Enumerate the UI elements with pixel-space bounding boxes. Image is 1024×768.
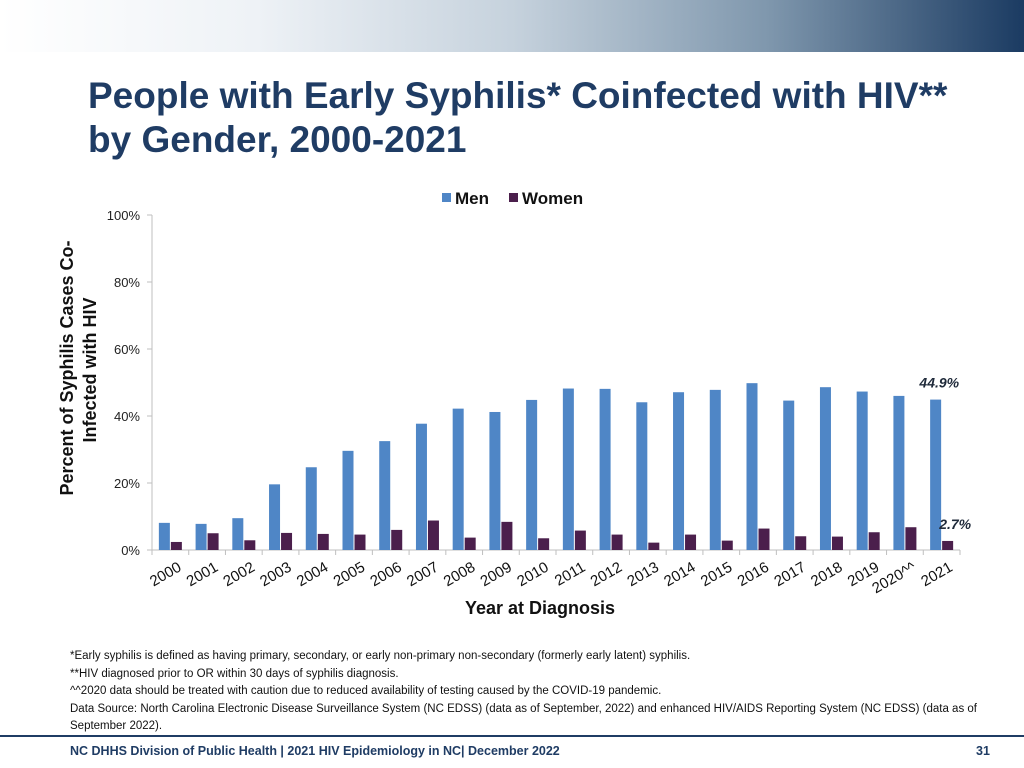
header-gradient-band: [0, 0, 1024, 52]
bar-women: [317, 533, 329, 550]
x-tick-label: 2012: [588, 559, 625, 590]
x-tick-label: 2016: [735, 559, 772, 590]
bar-men: [195, 523, 207, 550]
x-tick-label: 2003: [257, 559, 294, 590]
y-axis-title-line-1: Percent of Syphilis Cases Co-: [57, 240, 77, 495]
x-tick-label: 2008: [441, 559, 478, 590]
y-tick-label: 20%: [114, 476, 140, 491]
footer-divider: [0, 735, 1024, 737]
x-tick-label: 2001: [184, 559, 221, 590]
bar-women: [758, 528, 770, 550]
y-tick-label: 0%: [121, 543, 140, 558]
x-tick-label: 2005: [331, 559, 368, 590]
x-tick-label: 2014: [661, 559, 698, 590]
y-axis-title-line-2: Infected with HIV: [80, 297, 100, 442]
x-tick-label: 2015: [698, 559, 735, 590]
bar-women: [281, 532, 293, 550]
slide-title: People with Early Syphilis* Coinfected w…: [88, 75, 948, 160]
bar-men: [930, 399, 942, 550]
y-tick-label: 80%: [114, 275, 140, 290]
footnote-early-syphilis: *Early syphilis is defined as having pri…: [70, 650, 691, 662]
bar-women: [868, 532, 880, 550]
bar-men: [599, 388, 611, 550]
legend-label-women: Women: [522, 189, 583, 208]
x-tick-label: 2010: [514, 559, 551, 590]
bar-men: [819, 387, 831, 550]
x-tick-label: 2002: [220, 559, 257, 590]
bar-men: [893, 395, 905, 550]
bar-women: [795, 536, 807, 550]
bar-women: [170, 541, 182, 550]
bar-chart: 0%20%40%60%80%100%2000 2001 2002 2003 2004 20…: [57, 189, 972, 618]
legend-swatch-men: [442, 193, 451, 202]
bar-men: [489, 411, 501, 550]
footer-text: NC DHHS Division of Public Health | 2021…: [70, 744, 560, 758]
legend-label-men: Men: [455, 189, 489, 208]
x-tick-label: 2018: [808, 559, 845, 590]
x-tick-label: 2000: [147, 559, 184, 590]
bar-women: [464, 537, 476, 550]
page-number: 31: [976, 744, 990, 758]
bar-women: [905, 527, 917, 550]
x-tick-label: 2011: [552, 559, 588, 590]
bar-women: [721, 540, 733, 550]
bar-women: [354, 534, 366, 550]
bar-women: [501, 521, 513, 550]
x-tick-label: 2013: [624, 559, 661, 590]
bar-women: [685, 534, 697, 550]
x-axis-title: Year at Diagnosis: [465, 598, 615, 618]
x-tick-label: 2021: [918, 559, 955, 590]
bar-men: [269, 484, 281, 550]
bar-men: [379, 441, 391, 550]
y-tick-label: 60%: [114, 342, 140, 357]
legend-swatch-women: [509, 193, 518, 202]
bar-women: [648, 542, 660, 550]
x-tick-label: 2009: [478, 559, 515, 590]
data-label-women: 2.7%: [938, 516, 971, 532]
bar-women: [611, 534, 623, 550]
x-tick-label: 2006: [367, 559, 404, 590]
bar-men: [636, 402, 648, 550]
bar-men: [856, 391, 868, 550]
footnote-2020-caution: ^^2020 data should be treated with cauti…: [70, 685, 662, 697]
x-tick-label: 2004: [294, 559, 331, 590]
bar-men: [783, 400, 795, 550]
footnote-hiv-definition: **HIV diagnosed prior to OR within 30 da…: [70, 667, 399, 680]
footnote-data-source: Data Source: North Carolina Electronic D…: [70, 702, 977, 733]
footnotes: *Early syphilis is defined as having pri…: [70, 648, 1000, 736]
bar-men: [415, 423, 427, 550]
bar-men: [673, 392, 685, 550]
bar-men: [526, 399, 538, 550]
data-label-men: 44.9%: [918, 375, 959, 391]
bar-men: [342, 450, 354, 550]
x-tick-label: 2017: [771, 559, 808, 590]
bar-men: [232, 518, 244, 550]
bar-women: [942, 540, 954, 550]
bar-men: [305, 467, 317, 550]
bar-women: [207, 533, 219, 550]
bar-women: [391, 529, 403, 550]
bar-men: [452, 408, 464, 550]
bar-men: [709, 389, 721, 550]
x-tick-label: 2007: [404, 559, 441, 590]
bar-women: [831, 536, 843, 550]
bar-women: [427, 520, 439, 550]
bar-men: [562, 388, 574, 550]
bar-men: [158, 522, 170, 550]
y-tick-label: 40%: [114, 409, 140, 424]
bar-women: [244, 540, 256, 550]
y-tick-label: 100%: [107, 208, 141, 223]
bar-men: [746, 383, 758, 550]
bar-women: [574, 530, 586, 550]
bar-women: [538, 538, 550, 550]
